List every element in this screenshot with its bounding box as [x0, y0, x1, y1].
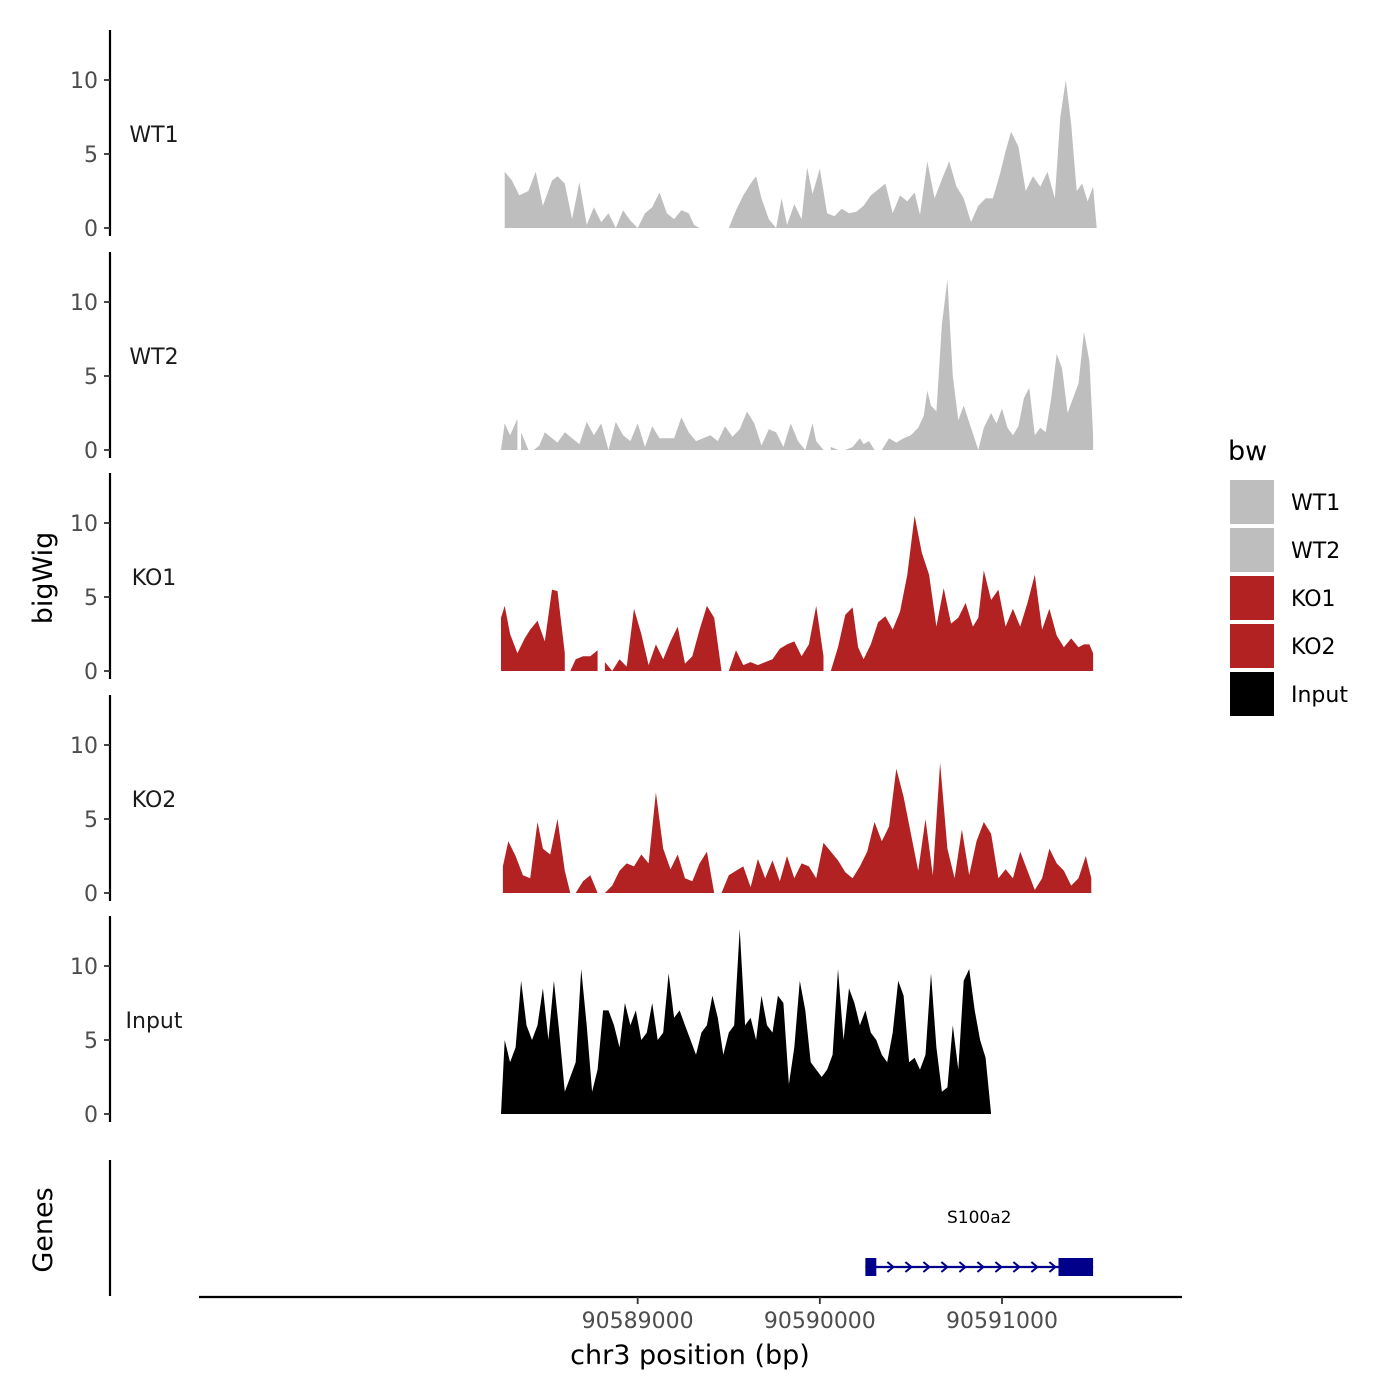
- area-ko2-0: [502, 819, 598, 893]
- track-label-ko2: KO2: [132, 788, 177, 813]
- legend: bw WT1 WT2 KO1 KO2 Input: [1228, 436, 1348, 716]
- strand-arrow: [1012, 1261, 1021, 1273]
- legend-label-ko2: KO2: [1291, 635, 1336, 660]
- x-axis-title: chr3 position (bp): [570, 1340, 810, 1371]
- area-wt2-2: [830, 279, 1094, 450]
- area-ko1-4: [830, 515, 1094, 671]
- tracks-layer: 0 5 10 WT1 0 5 10 WT2 0 5 10 KO1 0 5 10 KO2 0 5 10 Input: [70, 30, 1097, 1128]
- y-tick-label-wt1-0: 0: [84, 217, 98, 242]
- x-tick-label-90591000: 90591000: [946, 1309, 1058, 1334]
- legend-label-wt2: WT2: [1291, 539, 1340, 564]
- area-ko2-1: [604, 792, 715, 893]
- y-tick-label-wt1-10: 10: [70, 69, 98, 94]
- area-ko1-2: [604, 605, 722, 671]
- strand-arrow: [922, 1261, 931, 1273]
- legend-label-input: Input: [1291, 683, 1348, 708]
- strand-arrow: [976, 1261, 985, 1273]
- strand-arrow: [994, 1261, 1003, 1273]
- y-tick-label-input-0: 0: [84, 1103, 98, 1128]
- legend-key-input: [1230, 672, 1274, 716]
- strand-arrow: [958, 1261, 967, 1273]
- track-ko1: 0 5 10 KO1: [70, 473, 1094, 685]
- strand-arrow: [886, 1261, 895, 1273]
- track-label-input: Input: [126, 1009, 183, 1034]
- area-wt1-0: [504, 171, 700, 228]
- legend-title: bw: [1228, 436, 1267, 467]
- y-tick-label-input-5: 5: [84, 1029, 98, 1054]
- track-label-ko1: KO1: [132, 566, 177, 591]
- area-ko1-3: [728, 605, 824, 671]
- y-axis-title: bigWig: [28, 532, 59, 625]
- area-input-0: [501, 929, 992, 1114]
- gene-exon-1: [1058, 1258, 1094, 1276]
- strand-arrow: [904, 1261, 913, 1273]
- genes-layer: S100a2: [108, 1160, 1094, 1296]
- area-ko1-0: [501, 589, 565, 671]
- gene-exon-0: [865, 1258, 877, 1276]
- track-input: 0 5 10 Input: [70, 916, 992, 1128]
- track-wt1: 0 5 10 WT1: [70, 30, 1097, 242]
- legend-key-wt2: [1230, 528, 1274, 572]
- y-tick-label-wt2-0: 0: [84, 439, 98, 464]
- legend-key-ko1: [1230, 576, 1274, 620]
- legend-label-wt1: WT1: [1291, 491, 1340, 516]
- y-tick-label-input-10: 10: [70, 955, 98, 980]
- y-tick-label-wt2-5: 5: [84, 365, 98, 390]
- y-tick-label-ko1-0: 0: [84, 660, 98, 685]
- y-tick-label-ko2-0: 0: [84, 882, 98, 907]
- area-ko1-1: [570, 650, 598, 671]
- y-tick-label-ko1-5: 5: [84, 586, 98, 611]
- track-ko2: 0 5 10 KO2: [70, 695, 1092, 907]
- strand-arrow: [1030, 1261, 1039, 1273]
- y-tick-label-ko1-10: 10: [70, 512, 98, 537]
- track-wt2: 0 5 10 WT2: [70, 252, 1094, 464]
- legend-key-ko2: [1230, 624, 1274, 668]
- gene-s100a2: S100a2: [865, 1208, 1094, 1276]
- legend-key-wt1: [1230, 480, 1274, 524]
- area-wt2-1: [521, 411, 824, 450]
- legend-label-ko1: KO1: [1291, 587, 1336, 612]
- x-axis: 90589000 90590000 90591000: [199, 1295, 1182, 1334]
- strand-arrow: [940, 1261, 949, 1273]
- y-tick-label-ko2-5: 5: [84, 808, 98, 833]
- x-tick-label-90589000: 90589000: [582, 1309, 694, 1334]
- strand-arrow: [1048, 1261, 1057, 1273]
- genes-axis-title: Genes: [28, 1187, 59, 1272]
- gene-label-s100a2: S100a2: [947, 1208, 1011, 1228]
- y-tick-label-wt1-5: 5: [84, 143, 98, 168]
- area-wt1-1: [728, 80, 1097, 228]
- area-wt2-0: [501, 418, 518, 450]
- y-tick-label-wt2-10: 10: [70, 291, 98, 316]
- y-tick-label-ko2-10: 10: [70, 734, 98, 759]
- x-tick-label-90590000: 90590000: [764, 1309, 876, 1334]
- track-label-wt1: WT1: [129, 123, 178, 148]
- track-label-wt2: WT2: [129, 345, 178, 370]
- area-ko2-2: [721, 762, 1092, 893]
